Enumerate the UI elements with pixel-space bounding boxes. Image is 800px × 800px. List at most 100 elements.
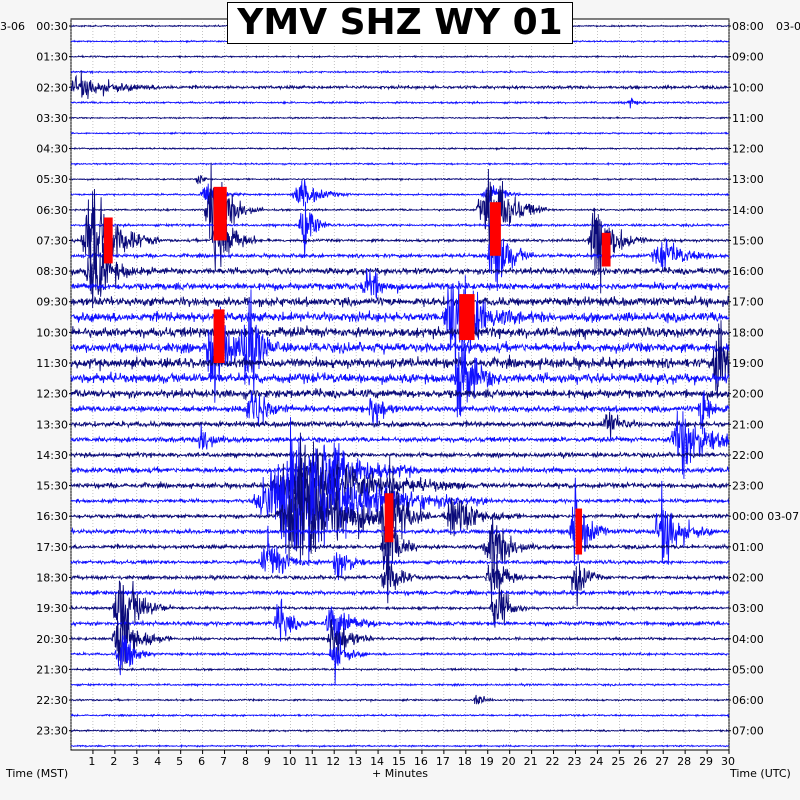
- x-axis-label-left: Time (MST): [6, 767, 69, 780]
- right-hour-label: 23:00: [732, 480, 764, 493]
- right-hour-label: 06:00: [732, 694, 764, 707]
- trace-line: [70, 553, 730, 607]
- right-hour-label: 01:00: [732, 541, 764, 554]
- x-tick-label: 28: [677, 755, 691, 768]
- trace-line: [70, 267, 730, 299]
- left-hour-label: 14:30: [36, 449, 68, 462]
- x-tick-label: 3: [132, 755, 139, 768]
- date-label-left: 3-06: [0, 20, 25, 33]
- x-tick-label: 4: [154, 755, 161, 768]
- clipped-segment: [489, 202, 501, 256]
- trace-line: [70, 728, 730, 734]
- x-tick-label: 26: [633, 755, 647, 768]
- chart-title: YMV SHZ WY 01: [227, 2, 573, 44]
- left-hour-label: 16:30: [36, 510, 68, 523]
- left-hour-label: 23:30: [36, 725, 68, 738]
- date-label-right: 03-0: [776, 20, 800, 33]
- trace-line: [70, 175, 730, 185]
- trace-line: [70, 316, 730, 418]
- trace-line: [70, 608, 730, 670]
- x-tick-label: 23: [567, 755, 581, 768]
- right-hour-label: 05:00: [732, 663, 764, 676]
- trace-line: [70, 694, 730, 705]
- x-tick-label: 27: [655, 755, 669, 768]
- x-tick-label: 29: [699, 755, 713, 768]
- left-hour-label: 10:30: [36, 326, 68, 339]
- x-tick-label: 18: [458, 755, 472, 768]
- x-tick-label: 13: [348, 755, 362, 768]
- trace-line: [70, 115, 730, 120]
- clipped-segment: [601, 232, 611, 267]
- trace-line: [71, 130, 729, 136]
- right-hour-label: 11:00: [732, 112, 764, 125]
- right-hour-label: 15:00: [732, 234, 764, 247]
- left-hour-label: 09:30: [36, 296, 68, 309]
- clipped-segment: [459, 294, 475, 341]
- x-tick-label: 25: [611, 755, 625, 768]
- trace-line: [70, 320, 730, 399]
- trace-line: [70, 387, 730, 401]
- left-hour-label: 13:30: [36, 418, 68, 431]
- x-tick-label: 21: [524, 755, 538, 768]
- trace-line: [70, 161, 730, 167]
- trace-line: [70, 69, 730, 75]
- x-tick-label: 20: [502, 755, 516, 768]
- right-hour-label: 19:00: [732, 357, 764, 370]
- x-tick-label: 8: [242, 755, 249, 768]
- right-hour-label: 20:00: [732, 388, 764, 401]
- x-tick-label: 30: [721, 755, 735, 768]
- left-hour-label: 04:30: [36, 143, 68, 156]
- x-tick-label: 1: [88, 755, 95, 768]
- left-hour-label: 19:30: [36, 602, 68, 615]
- trace-line: [70, 289, 730, 403]
- left-hour-label: 21:30: [36, 663, 68, 676]
- left-hour-label: 20:30: [36, 633, 68, 646]
- x-tick-label: 19: [480, 755, 494, 768]
- right-hour-label: 22:00: [732, 449, 764, 462]
- trace-line: [70, 451, 730, 459]
- right-hour-label: 00:00 03-07: [732, 510, 799, 523]
- left-hour-label: 06:30: [36, 204, 68, 217]
- right-hour-label: 02:00: [732, 571, 764, 584]
- trace-line: [70, 411, 730, 440]
- x-tick-label: 5: [176, 755, 183, 768]
- trace-line: [70, 713, 730, 719]
- trace-line: [71, 743, 730, 749]
- x-tick-label: 6: [198, 755, 205, 768]
- trace-line: [71, 146, 730, 152]
- trace-line: [70, 442, 730, 501]
- right-hour-label: 16:00: [732, 265, 764, 278]
- left-hour-label: 12:30: [36, 388, 68, 401]
- trace-line: [70, 54, 730, 59]
- left-hour-label: 02:30: [36, 81, 68, 94]
- left-hour-label: 07:30: [36, 234, 68, 247]
- left-hour-label: 17:30: [36, 541, 68, 554]
- right-hour-label: 08:00: [732, 20, 764, 33]
- clipped-segment: [575, 508, 583, 555]
- right-hour-label: 03:00: [732, 602, 764, 615]
- left-hour-label: 01:30: [36, 51, 68, 64]
- right-hour-label: 12:00: [732, 143, 764, 156]
- trace-line: [71, 325, 730, 340]
- right-hour-label: 17:00: [732, 296, 764, 309]
- trace-line: [70, 525, 730, 581]
- trace-line: [70, 179, 730, 207]
- trace-line: [70, 162, 730, 258]
- trace-line: [70, 410, 730, 479]
- trace-line: [70, 417, 730, 566]
- right-hour-label: 21:00: [732, 418, 764, 431]
- left-hour-label: 15:30: [36, 480, 68, 493]
- left-hour-label: 08:30: [36, 265, 68, 278]
- x-axis-label-center: + Minutes: [372, 767, 429, 780]
- right-hour-label: 04:00: [732, 633, 764, 646]
- x-tick-label: 2: [110, 755, 117, 768]
- x-tick-label: 11: [304, 755, 318, 768]
- x-tick-label: 24: [589, 755, 603, 768]
- left-hour-label: 18:30: [36, 571, 68, 584]
- x-tick-label: 10: [282, 755, 296, 768]
- trace-line: [70, 188, 730, 294]
- clipped-segment: [384, 493, 394, 543]
- x-tick-label: 7: [220, 755, 227, 768]
- trace-line: [70, 588, 730, 597]
